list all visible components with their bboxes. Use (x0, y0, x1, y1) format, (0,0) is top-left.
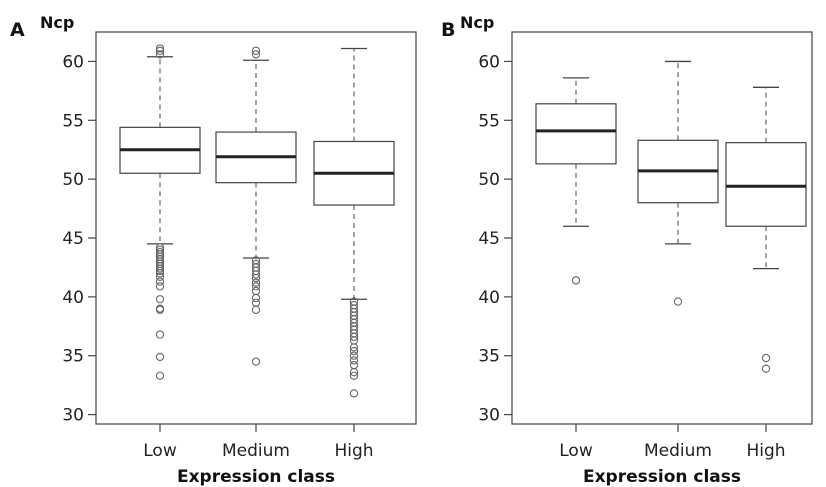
iqr-box (725, 142, 807, 227)
outlier-point (349, 356, 359, 365)
box-high (725, 86, 807, 373)
x-tick-label: Low (143, 441, 177, 461)
y-tick-label: 55 (478, 111, 500, 131)
panel-b-letter: B (441, 19, 455, 41)
outlier-point (251, 298, 261, 307)
outlier-point (761, 364, 771, 373)
y-tick-label: 50 (478, 170, 500, 190)
y-tick-label: 35 (62, 347, 84, 367)
panel-b-y-axis: 30 35 40 45 50 55 60 (478, 52, 512, 426)
panel-b-y-axis-label: Ncp (460, 13, 494, 32)
outlier-point (155, 330, 165, 339)
panel-b-x-axis-label: Expression class (583, 467, 741, 487)
outlier-point (571, 276, 581, 285)
outlier-point (251, 293, 261, 303)
panel-b-plot-frame (511, 31, 813, 425)
y-tick-label: 35 (478, 347, 500, 367)
y-tick-label: 60 (478, 52, 500, 72)
outlier-point (673, 297, 683, 306)
y-tick-label: 55 (62, 111, 84, 131)
outlier-point (251, 305, 261, 314)
outlier-point (155, 352, 165, 362)
x-tick-label: Low (559, 441, 593, 461)
panel-b-x-axis: Low Medium High (559, 424, 786, 461)
box-low (535, 77, 617, 285)
box-medium (637, 60, 719, 306)
outlier-point (349, 332, 359, 342)
outlier-point (155, 295, 165, 304)
outlier-point (155, 282, 165, 291)
y-tick-label: 40 (478, 288, 500, 308)
iqr-box (535, 103, 617, 165)
outlier-point (155, 50, 165, 59)
outlier-point (251, 282, 261, 291)
outlier-point (349, 371, 359, 380)
box-low (119, 44, 201, 380)
y-tick-label: 60 (62, 52, 84, 72)
outlier-point (251, 273, 261, 283)
outlier-point (155, 269, 165, 278)
panel-a-x-axis: Low Medium High (143, 424, 374, 461)
outlier-point (251, 270, 261, 279)
outlier-point (349, 360, 359, 370)
outlier-point (251, 50, 261, 59)
y-tick-label: 30 (478, 406, 500, 426)
outlier-point (251, 286, 261, 296)
y-tick-label: 40 (62, 288, 84, 308)
outlier-point (155, 277, 165, 286)
outlier-point (251, 46, 261, 55)
y-tick-label: 50 (62, 170, 84, 190)
box-high (313, 47, 395, 398)
outlier-point (349, 389, 359, 398)
outlier-point (155, 371, 165, 380)
panel-a-y-axis: 30 35 40 45 50 55 60 (62, 52, 96, 426)
panel-b-boxes (535, 60, 807, 373)
outlier-point (155, 266, 165, 276)
x-tick-label: High (746, 441, 785, 461)
outlier-point (349, 346, 359, 356)
x-tick-label: High (334, 441, 373, 461)
box-medium (215, 46, 297, 366)
x-tick-label: Medium (644, 441, 712, 461)
panel-a-boxes (119, 44, 395, 398)
outlier-point (251, 357, 261, 366)
panel-a-letter: A (10, 19, 25, 41)
x-tick-label: Medium (222, 441, 290, 461)
panel-a-x-axis-label: Expression class (177, 467, 335, 487)
panel-b: B Ncp 30 35 40 45 50 55 60 Low Medium High Expre… (441, 13, 813, 487)
outlier-point (349, 351, 359, 360)
outlier-point (349, 368, 359, 377)
outlier-point (155, 272, 165, 282)
y-tick-label: 45 (62, 229, 84, 249)
y-tick-label: 45 (478, 229, 500, 249)
outlier-point (761, 353, 771, 363)
y-tick-label: 30 (62, 406, 84, 426)
outlier-point (155, 44, 165, 53)
panel-a-y-axis-label: Ncp (40, 13, 74, 32)
outlier-point (155, 46, 165, 55)
outlier-point (251, 278, 261, 287)
outlier-point (155, 264, 165, 273)
panel-a: A Ncp 30 35 40 45 50 55 60 Low Medium High Expre… (10, 13, 417, 487)
outlier-point (349, 343, 359, 352)
outlier-point (155, 305, 165, 314)
